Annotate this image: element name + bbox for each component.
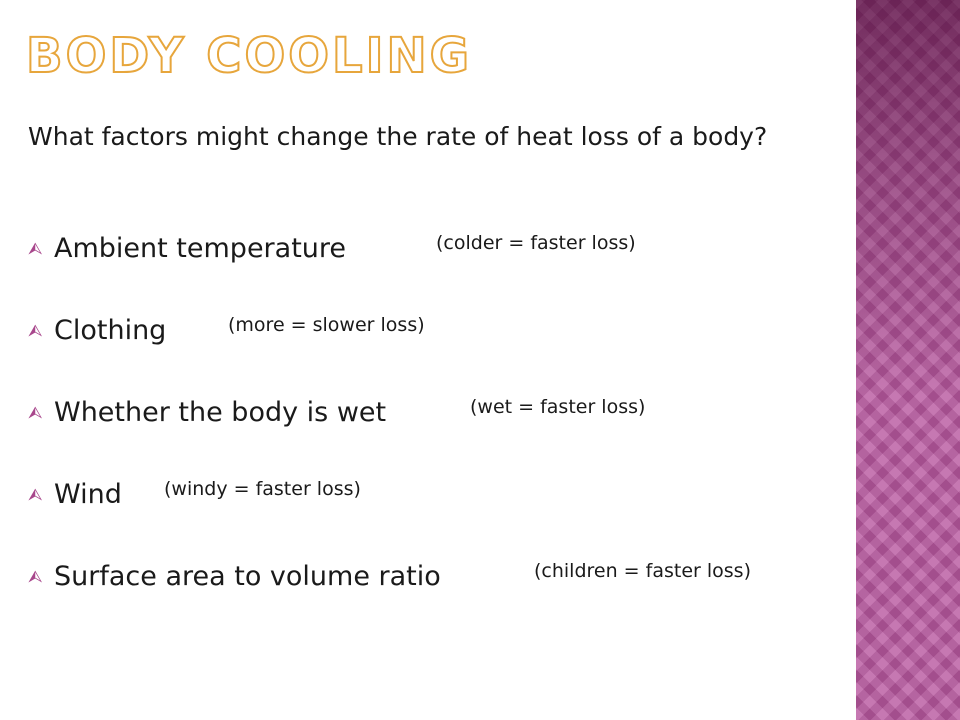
factor-note: (windy = faster loss) (164, 478, 361, 500)
question-text: What factors might change the rate of he… (28, 122, 768, 151)
factor-item-wet: ⮙ Whether the body is wet (wet = faster … (28, 390, 858, 472)
factor-label: Wind (54, 479, 122, 510)
factor-label: Ambient temperature (54, 233, 347, 264)
decorative-side-band (856, 0, 960, 720)
side-band-edge (852, 0, 856, 720)
factor-item-clothing: ⮙ Clothing (more = slower loss) (28, 308, 858, 390)
slide-title: Body cooling (25, 27, 473, 85)
factor-item-surface-area-ratio: ⮙ Surface area to volume ratio (children… (28, 554, 858, 636)
factor-item-wind: ⮙ Wind (windy = faster loss) (28, 472, 858, 554)
factor-note: (wet = faster loss) (470, 396, 646, 418)
circled-arrow-bullet-icon: ⮙ (28, 403, 43, 423)
factor-list: ⮙ Ambient temperature (colder = faster l… (28, 226, 858, 636)
circled-arrow-bullet-icon: ⮙ (28, 321, 43, 341)
circled-arrow-bullet-icon: ⮙ (28, 567, 43, 587)
circled-arrow-bullet-icon: ⮙ (28, 485, 43, 505)
factor-note: (colder = faster loss) (436, 232, 636, 254)
factor-note: (more = slower loss) (228, 314, 425, 336)
circled-arrow-bullet-icon: ⮙ (28, 239, 43, 259)
factor-note: (children = faster loss) (534, 560, 751, 582)
factor-item-ambient-temperature: ⮙ Ambient temperature (colder = faster l… (28, 226, 858, 308)
factor-label: Whether the body is wet (54, 397, 387, 428)
factor-label: Surface area to volume ratio (54, 561, 441, 592)
factor-label: Clothing (54, 315, 167, 346)
